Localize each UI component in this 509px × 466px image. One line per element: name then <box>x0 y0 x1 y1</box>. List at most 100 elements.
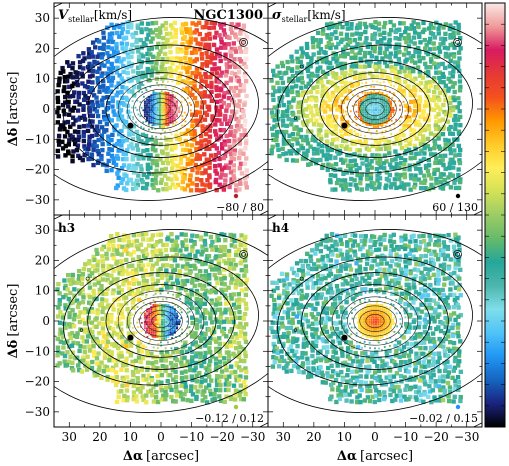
voronoi-cell <box>71 149 76 154</box>
voronoi-cell <box>154 98 157 101</box>
voronoi-cell <box>66 359 72 364</box>
voronoi-cell <box>218 383 223 388</box>
voronoi-cell <box>226 103 231 108</box>
voronoi-cell <box>128 353 134 358</box>
voronoi-cell <box>359 134 362 136</box>
voronoi-cell <box>94 296 99 302</box>
voronoi-cell <box>387 280 392 286</box>
voronoi-cell <box>203 277 209 282</box>
voronoi-cell <box>86 54 92 60</box>
voronoi-cell <box>163 247 169 253</box>
voronoi-cell <box>379 100 382 103</box>
voronoi-cell <box>169 312 172 315</box>
voronoi-cell <box>65 339 70 344</box>
voronoi-cell <box>441 88 446 93</box>
voronoi-cell <box>315 30 321 36</box>
voronoi-cell <box>457 74 463 79</box>
voronoi-cell <box>346 106 348 109</box>
voronoi-cell <box>243 258 248 263</box>
voronoi-cell <box>162 173 168 178</box>
voronoi-cell <box>355 148 360 153</box>
voronoi-cell <box>349 98 352 101</box>
voronoi-cell <box>368 129 371 131</box>
voronoi-cell <box>116 168 121 173</box>
voronoi-cell <box>101 306 106 311</box>
voronoi-cell <box>173 239 179 244</box>
voronoi-cell <box>141 91 144 94</box>
voronoi-cell <box>114 70 120 75</box>
voronoi-cell <box>185 69 190 75</box>
voronoi-cell <box>349 283 355 288</box>
voronoi-cell <box>422 125 427 130</box>
voronoi-cell <box>394 256 400 261</box>
voronoi-cell <box>199 324 205 329</box>
voronoi-cell <box>370 121 373 124</box>
voronoi-cell <box>163 368 168 373</box>
voronoi-cell <box>387 78 393 84</box>
voronoi-cell <box>129 142 134 147</box>
voronoi-cell <box>330 187 335 192</box>
voronoi-cell <box>142 84 145 86</box>
voronoi-cell <box>360 113 363 116</box>
voronoi-cell <box>121 151 126 156</box>
voronoi-cell <box>211 42 217 48</box>
voronoi-cell <box>97 365 102 370</box>
voronoi-cell <box>387 113 390 116</box>
voronoi-cell <box>96 278 102 283</box>
voronoi-cell <box>81 97 87 103</box>
voronoi-cell <box>360 104 363 107</box>
voronoi-cell <box>169 387 174 393</box>
voronoi-cell <box>212 391 217 397</box>
voronoi-cell <box>231 88 237 94</box>
voronoi-cell <box>92 292 97 298</box>
voronoi-cell <box>163 389 168 395</box>
voronoi-cell <box>99 360 104 365</box>
voronoi-cell <box>357 165 362 171</box>
voronoi-cell <box>156 335 159 338</box>
voronoi-cell <box>129 25 134 30</box>
voronoi-cell <box>185 359 190 364</box>
voronoi-cell <box>111 288 116 293</box>
voronoi-cell <box>427 233 432 238</box>
voronoi-cell <box>409 150 414 156</box>
voronoi-cell <box>377 106 380 109</box>
voronoi-cell <box>194 288 200 294</box>
voronoi-cell <box>279 60 285 66</box>
voronoi-cell <box>146 109 149 112</box>
voronoi-cell <box>413 103 418 109</box>
voronoi-cell <box>339 252 344 257</box>
voronoi-cell <box>175 263 180 268</box>
voronoi-cell <box>165 96 168 99</box>
voronoi-cell <box>134 178 140 183</box>
voronoi-cell <box>160 344 163 347</box>
voronoi-cell <box>101 267 106 273</box>
voronoi-cell <box>358 176 363 181</box>
voronoi-cell <box>217 349 222 355</box>
voronoi-cell <box>70 83 75 89</box>
voronoi-cell <box>218 388 223 393</box>
voronoi-cell <box>448 105 454 111</box>
voronoi-cell <box>335 107 340 112</box>
voronoi-cell <box>124 356 129 361</box>
voronoi-cell <box>153 27 159 33</box>
voronoi-cell <box>398 155 404 161</box>
voronoi-cell <box>109 147 115 153</box>
voronoi-cell <box>173 325 176 328</box>
voronoi-cell <box>163 121 166 124</box>
voronoi-cell <box>364 272 370 277</box>
voronoi-cell <box>316 122 322 128</box>
voronoi-cell <box>193 365 198 370</box>
voronoi-cell <box>370 106 373 109</box>
voronoi-cell <box>154 128 157 130</box>
voronoi-cell <box>320 257 325 262</box>
voronoi-cell <box>111 358 117 363</box>
voronoi-cell <box>329 21 334 26</box>
voronoi-cell <box>388 285 393 290</box>
voronoi-cell <box>406 182 411 187</box>
voronoi-cell <box>438 107 443 112</box>
voronoi-cell <box>321 286 326 291</box>
voronoi-cell <box>397 254 402 259</box>
voronoi-cell <box>366 113 369 116</box>
voronoi-cell <box>165 304 168 307</box>
voronoi-cell <box>75 304 81 310</box>
